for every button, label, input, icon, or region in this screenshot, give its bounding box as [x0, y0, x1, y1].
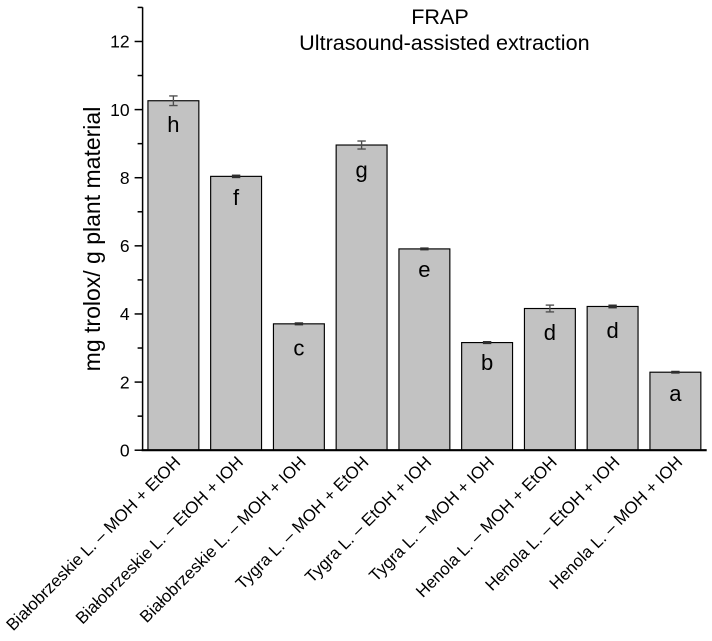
svg-text:g: g [355, 158, 367, 183]
svg-text:h: h [167, 112, 179, 137]
svg-text:8: 8 [120, 168, 130, 188]
svg-text:FRAP: FRAP [411, 4, 469, 29]
svg-text:mg trolox/ g plant material: mg trolox/ g plant material [79, 107, 105, 372]
svg-text:0: 0 [120, 440, 130, 460]
svg-text:6: 6 [120, 236, 130, 256]
svg-text:d: d [606, 318, 618, 343]
svg-text:f: f [233, 185, 240, 210]
svg-text:a: a [669, 381, 682, 406]
svg-text:e: e [418, 257, 430, 282]
svg-text:b: b [481, 350, 493, 375]
svg-text:12: 12 [110, 32, 129, 52]
svg-text:d: d [544, 320, 556, 345]
svg-text:Ultrasound-assisted extraction: Ultrasound-assisted extraction [299, 30, 589, 55]
svg-text:c: c [293, 336, 304, 361]
svg-text:2: 2 [120, 372, 130, 392]
svg-text:4: 4 [120, 304, 130, 324]
svg-text:10: 10 [110, 100, 130, 120]
